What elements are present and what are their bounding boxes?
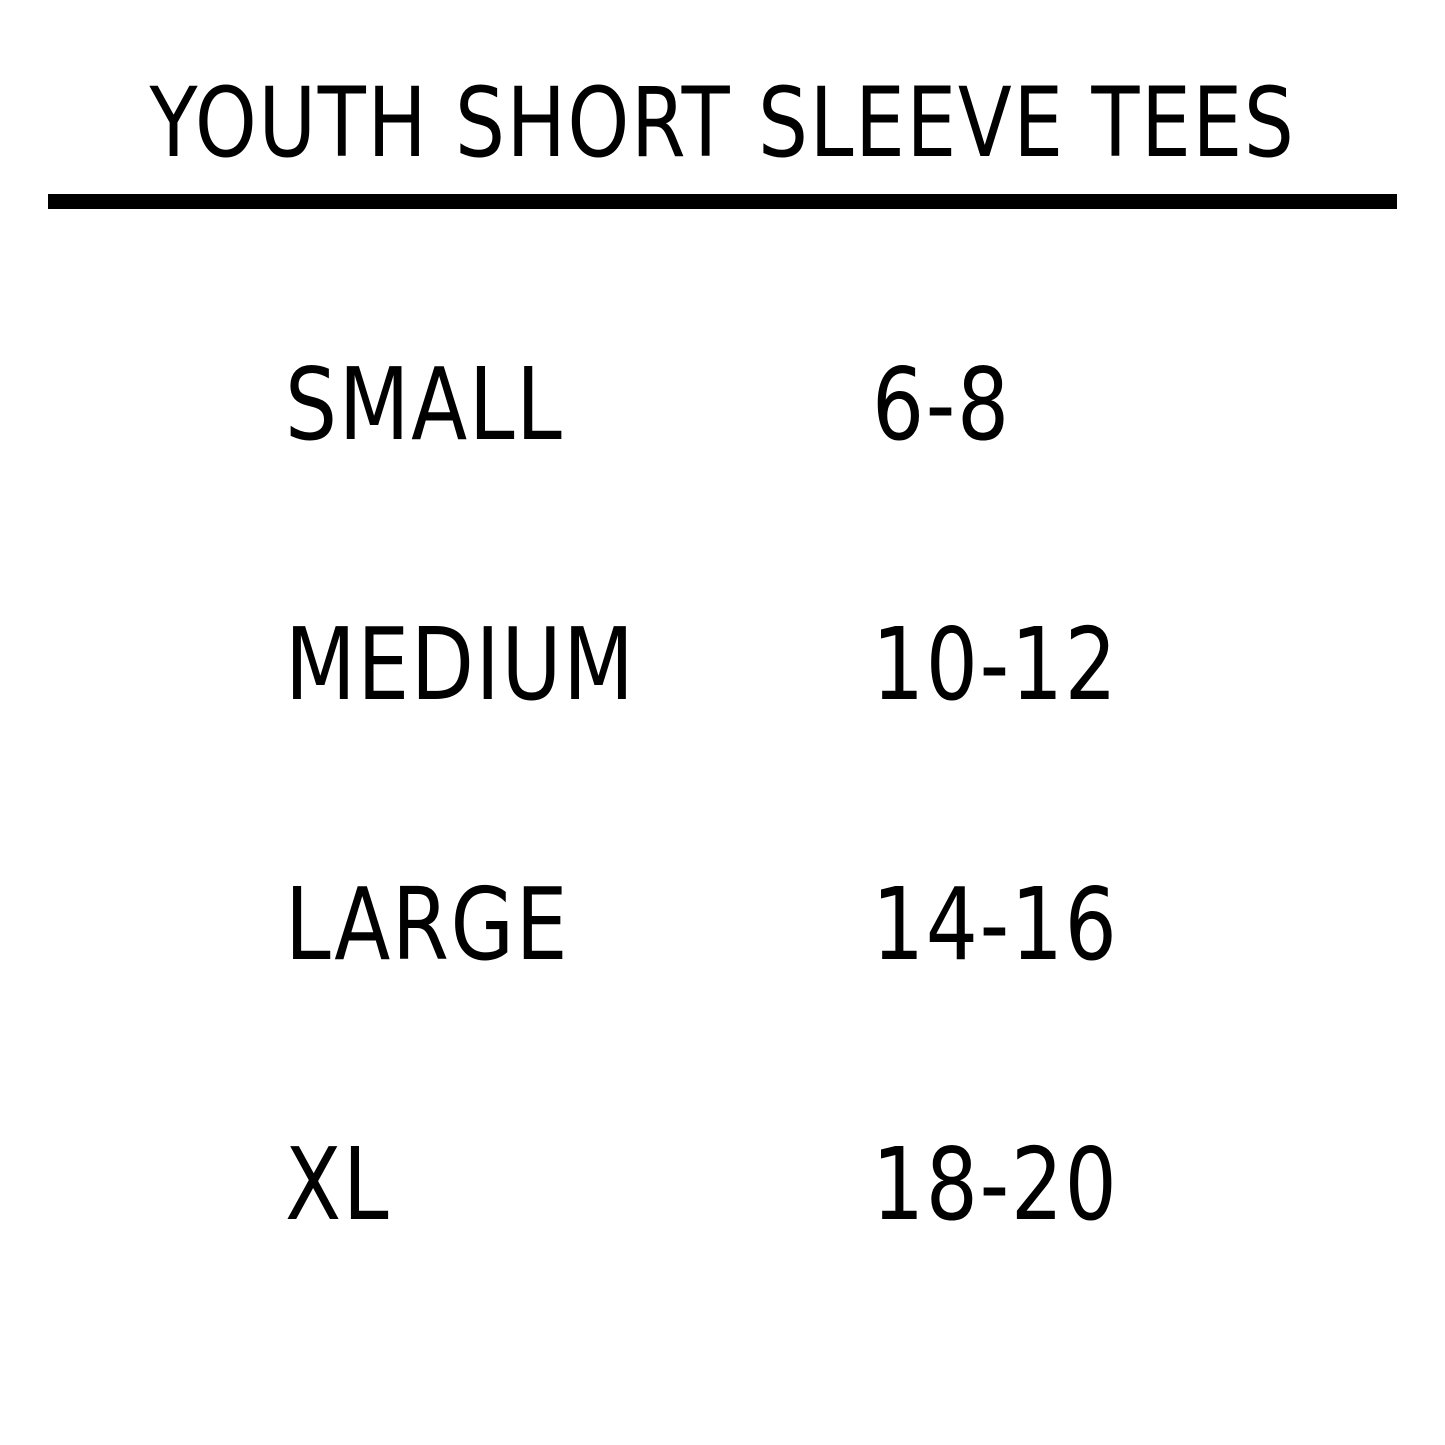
age-range: 14-16 — [872, 866, 1119, 983]
age-range: 10-12 — [872, 606, 1119, 723]
size-label: XL — [285, 1126, 391, 1243]
size-label: SMALL — [285, 346, 564, 463]
size-label: MEDIUM — [285, 606, 636, 723]
title-rule — [48, 194, 1397, 209]
size-label: LARGE — [285, 866, 570, 983]
age-range: 18-20 — [872, 1126, 1119, 1243]
age-range: 6-8 — [872, 346, 1011, 463]
title: YOUTH SHORT SLEEVE TEES — [149, 67, 1296, 179]
